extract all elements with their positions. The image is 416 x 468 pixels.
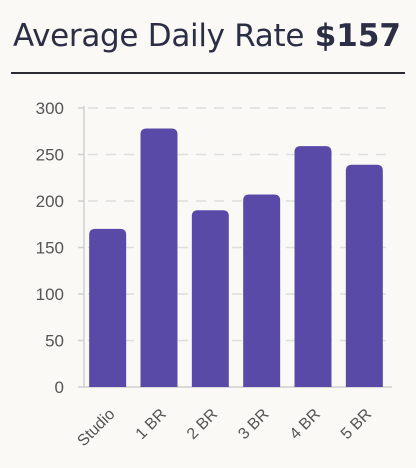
bar-5-br [345, 164, 383, 387]
y-tick-label: 150 [36, 239, 64, 258]
y-tick-label: 250 [36, 146, 64, 165]
y-tick-label: 100 [36, 285, 64, 304]
x-tick-label: 1 BR [133, 406, 170, 443]
average-rate-value: $157 [314, 18, 401, 54]
x-tick-label: 3 BR [235, 406, 272, 443]
y-tick-label: 200 [36, 192, 64, 211]
bar-studio [89, 228, 127, 387]
bar-4-br [294, 146, 332, 387]
bar-1-br [140, 128, 178, 387]
x-tick-label: 4 BR [287, 406, 324, 443]
bar-2-br [191, 210, 229, 387]
y-tick-label: 0 [55, 378, 64, 397]
x-tick-label: 2 BR [184, 406, 221, 443]
y-tick-label: 50 [45, 332, 64, 351]
bar-3-br [243, 194, 281, 387]
chart-header: Average Daily Rate $157 [11, 0, 405, 74]
y-tick-label: 300 [36, 99, 64, 118]
x-tick-label: Studio [74, 406, 118, 450]
x-tick-label: 5 BR [338, 406, 375, 443]
chart-title: Average Daily Rate [13, 18, 305, 54]
